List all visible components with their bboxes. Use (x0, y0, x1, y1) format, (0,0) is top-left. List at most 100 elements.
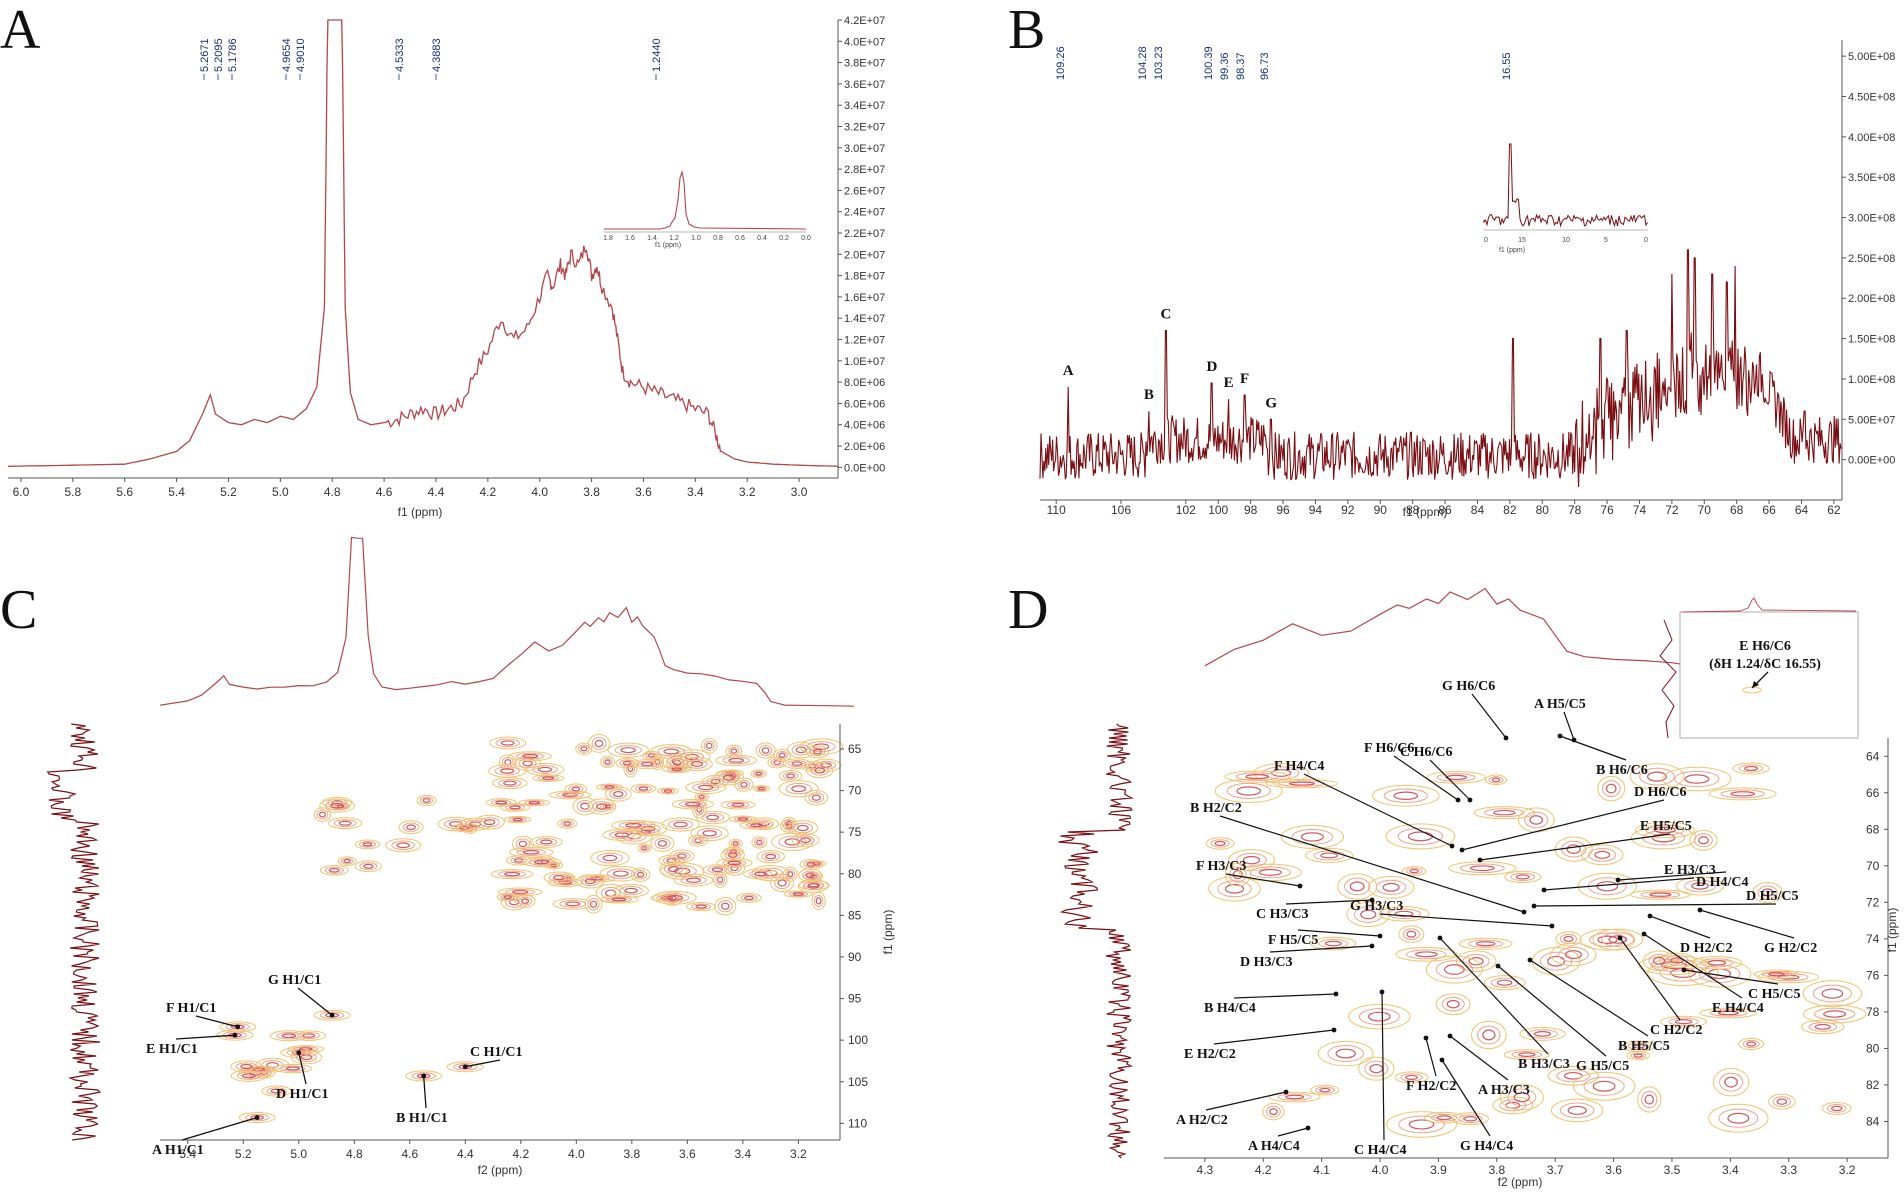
panel-c-contour-inner (657, 840, 668, 847)
panel-d-x-tick-label: 4.3 (1197, 1163, 1214, 1177)
panel-c-contour-mid (548, 873, 569, 882)
panel-d-annotation-arrowhead (1305, 1125, 1311, 1131)
panel-d-contour-outer (1358, 1056, 1395, 1081)
panel-d-annotation-arrow (1449, 1035, 1509, 1081)
panel-c-contour-mid (596, 852, 623, 864)
panel-b-y-ticks: 0.00E+00 5.00E+07 1.00E+08 1.50E+08 2.00E+08… (1842, 51, 1895, 467)
panel-d-contour-outer (1425, 955, 1483, 984)
panel-c-contour-mid (618, 821, 649, 830)
panel-d-annotation-arrow (1277, 1127, 1309, 1137)
panel-d-hsqc-zoom: 4.3 4.2 4.1 4.0 3.9 3.8 3.7 3.6 3.5 3.4 3.3 3.2 646… (1058, 587, 1899, 1189)
panel-d-contour-mid (1441, 996, 1465, 1012)
panel-c-contour-outer (728, 838, 743, 849)
panel-d-annotation-label: A H5/C5 (1534, 697, 1586, 712)
panel-b-x-tick-label: 74 (1633, 503, 1647, 517)
panel-d-contour-mid (1772, 1096, 1792, 1108)
panel-d-contour-inner (1563, 935, 1574, 943)
panel-c-contour-outer (650, 835, 675, 852)
panel-d-annotation-arrow (1533, 903, 1777, 907)
panel-d-contour-inner (1463, 1116, 1478, 1122)
panel-c-contour-mid (556, 791, 584, 798)
panel-c-contour-inner (698, 784, 714, 791)
panel-b-x-tick-label: 110 (1047, 503, 1066, 517)
panel-d-contour-inner (1814, 1023, 1831, 1030)
panel-d-contour-inner (1232, 870, 1243, 880)
panel-d-contour-inner (1242, 855, 1261, 865)
panel-a-x-ticks: 6.0 5.8 5.6 5.4 5.2 5.0 4.8 4.6 4.4 4.2 4.0 3.8 3.6 3… (13, 478, 808, 499)
panel-c-contour-inner (612, 870, 629, 877)
panel-d-contour-mid (1358, 1008, 1400, 1026)
panel-c-contour-outer (590, 849, 630, 867)
panel-b-inset: 0 15 10 5 0 f1 (ppm) (1483, 143, 1648, 254)
panel-c-contour-inner (677, 853, 687, 859)
panel-d-projection-13c (1058, 723, 1134, 1159)
panel-c-contour-mid (280, 1065, 306, 1072)
panel-c-annotation-arrow (175, 1034, 235, 1040)
panel-c-contour-outer (596, 783, 623, 791)
panel-c-contour-outer (543, 871, 575, 884)
panel-c-contour-mid (559, 899, 587, 908)
panel-d-contour-outer (1503, 1049, 1551, 1061)
panel-c-contour-inner (625, 823, 642, 828)
panel-c-y-tick-label: 110 (848, 1116, 867, 1130)
panel-a-y-tick-label: 2.0E+07 (844, 249, 885, 261)
panel-d-contour-mid (1484, 808, 1525, 818)
panel-c-annotation-arrow (423, 1075, 427, 1109)
panel-c-contour-mid (247, 1066, 270, 1072)
panel-c-contour-mid (740, 894, 758, 902)
panel-b-peak-label: 109.26 (1055, 46, 1067, 80)
panel-c-contour-mid (453, 1063, 478, 1071)
panel-d-contour-mid (1436, 773, 1476, 782)
panel-b-x-tick-label: 106 (1111, 503, 1131, 517)
panel-c-contour-outer (508, 751, 552, 762)
panel-b-x-tick-label: 82 (1503, 503, 1517, 517)
panel-c-contour-outer (261, 1085, 292, 1097)
panel-d-contour-inner (1394, 910, 1414, 917)
panel-d-annotation-label: D H6/C6 (1634, 785, 1687, 800)
panel-d-contour-inner (1271, 769, 1292, 777)
panel-d-contour-inner (1727, 1112, 1750, 1124)
panel-d-contour-inner (1691, 882, 1709, 890)
panel-d-inset-label-2: (δH 1.24/δC 16.55) (1709, 657, 1821, 672)
panel-c-contour-outer (521, 857, 562, 868)
panel-c-annotation-arrowhead (235, 1024, 241, 1030)
panel-c-contour-inner (728, 852, 738, 858)
panel-d-contour-inner (1684, 774, 1710, 784)
panel-c-x-tick-label: 4.8 (346, 1147, 363, 1161)
panel-c-contour-outer (544, 861, 564, 870)
panel-a-x-tick-label: 5.8 (65, 485, 82, 499)
panel-c-contour-inner (522, 754, 539, 759)
panel-b-peak-label: 103.23 (1153, 46, 1165, 80)
panel-c-contour-mid (523, 800, 545, 806)
panel-d-contour-inner (1470, 865, 1495, 872)
panel-c-contour-inner (584, 878, 596, 885)
panel-d-annotation-arrow (1379, 913, 1553, 927)
panel-c-contour-mid (510, 856, 528, 864)
panel-d-contour-mid (1235, 772, 1279, 781)
panel-c-contour-outer (659, 861, 688, 877)
panel-c-contour-outer (557, 818, 578, 829)
panel-d-contour-inner (1300, 832, 1324, 842)
panel-c-contour-mid (319, 1011, 345, 1019)
panel-d-contour-inner (1823, 1010, 1847, 1018)
panel-d-annotation-arrow (1619, 937, 1681, 1021)
panel-b-inset-spectrum (1483, 143, 1648, 228)
panel-d-contour-outer (1371, 784, 1440, 807)
panel-d-inset: E H6/C6 (δH 1.24/δC 16.55) (1659, 597, 1859, 739)
panel-c-contour-outer (755, 742, 776, 759)
panel-c-contour-inner (528, 801, 541, 805)
panel-d-contour-outer (1642, 950, 1676, 972)
panel-a-peak-label: 4.9654 (281, 38, 293, 72)
panel-c-contour-inner (240, 1063, 253, 1070)
panel-d-contour-outer (1348, 1003, 1411, 1030)
panel-c-contour-inner (613, 791, 624, 798)
panel-d-x-tick-label: 3.2 (1839, 1163, 1856, 1177)
panel-b-x-tick-label: 90 (1374, 503, 1388, 517)
panel-a-inset-tick: 1.6 (625, 235, 635, 242)
panel-b-spectrum-line (1039, 249, 1842, 488)
panel-d-contour-outer (1214, 778, 1283, 803)
panel-d-annotation-arrow (1225, 873, 1301, 887)
panel-d-annotation-arrowhead (1617, 935, 1623, 941)
panel-c-annotation-arrowhead (296, 1050, 302, 1056)
panel-d-annotation-arrowhead (1369, 897, 1375, 903)
